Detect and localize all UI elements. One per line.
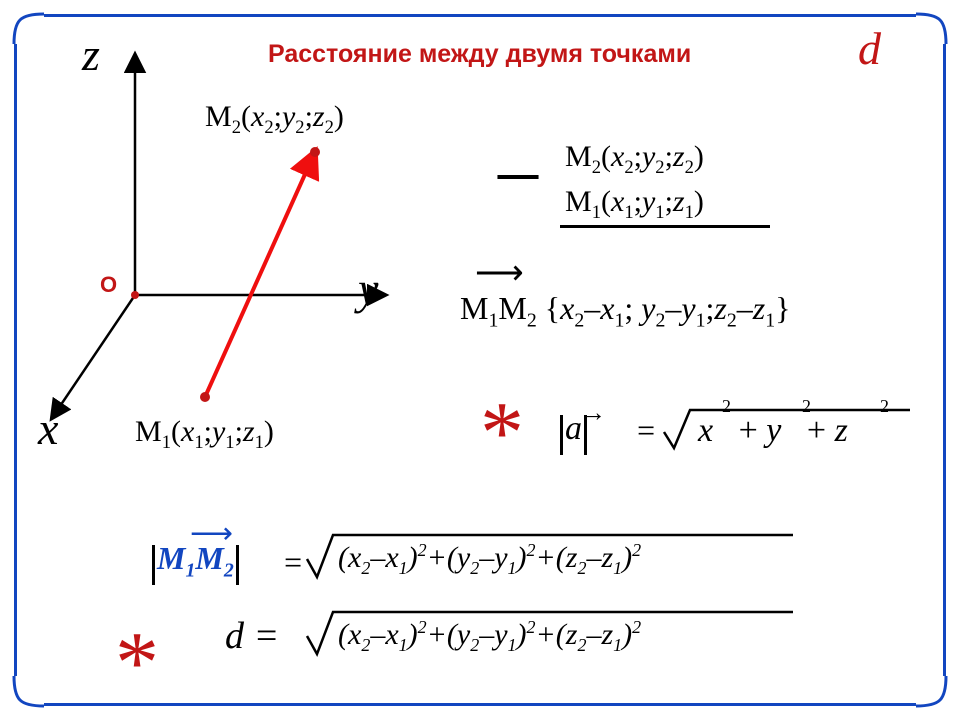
axis-z: z [82, 28, 100, 81]
d-equals: d = [225, 614, 279, 658]
star-1: * [480, 390, 524, 478]
sub-M2: M2(x2;y2;z2) [565, 140, 704, 179]
mag-a-rhs: x + y + z [698, 412, 848, 450]
label-M1: M1(x1;y1;z1) [135, 415, 274, 454]
corner-tr [916, 4, 956, 44]
m1m2-expr: (x2–x1)2+(y2–y1)2+(z2–z1)2 [338, 540, 641, 579]
a-arrow: → [580, 398, 606, 428]
vec-arrow-m1m2: ⟶ [475, 253, 521, 293]
m1m2-arrow: ⟶ [190, 516, 231, 551]
a-eq: = [635, 412, 657, 449]
sup-z: 2 [880, 396, 889, 417]
d-expr: (x2–x1)2+(y2–y1)2+(z2–z1)2 [338, 617, 641, 656]
sup-x: 2 [722, 396, 731, 417]
corner-bl [4, 676, 44, 716]
corner-br [916, 676, 956, 716]
axis-x: x [38, 402, 58, 455]
origin-label: O [100, 272, 117, 298]
vec-components: M1M2 {x2–x1; y2–y1;z2–z1} [460, 290, 791, 332]
d-symbol: d [858, 22, 881, 75]
coord-axes [0, 0, 420, 470]
m1m2-eq: = [282, 544, 304, 581]
sub-M1: M1(x1;y1;z1) [565, 185, 704, 224]
axis-y: y [358, 262, 378, 315]
sup-y: 2 [802, 396, 811, 417]
star-2: * [115, 620, 159, 708]
minus-sign: – [498, 130, 538, 210]
subtraction-line [560, 225, 770, 228]
label-M2: M2(x2;y2;z2) [205, 100, 344, 139]
